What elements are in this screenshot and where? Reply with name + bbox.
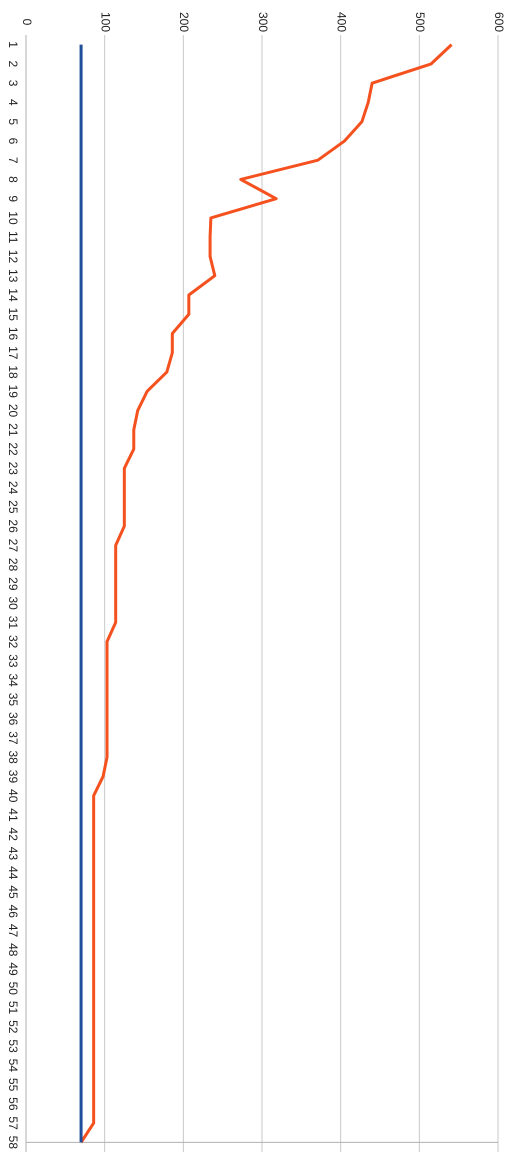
x-tick-label: 10 — [6, 211, 20, 225]
x-tick-label: 33 — [6, 654, 20, 668]
x-tick-label: 40 — [6, 789, 20, 803]
x-tick-label: 12 — [6, 250, 20, 264]
x-tick-label: 9 — [6, 195, 20, 202]
x-tick-label: 44 — [6, 866, 20, 880]
x-tick-label: 47 — [6, 924, 20, 938]
x-tick-label: 20 — [6, 404, 20, 418]
y-tick-label: 600 — [492, 12, 506, 32]
y-tick-label: 300 — [256, 12, 270, 32]
x-tick-label: 16 — [6, 327, 20, 341]
x-tick-label: 54 — [6, 1059, 20, 1073]
y-tick-label: 0 — [20, 19, 34, 26]
x-tick-label: 43 — [6, 847, 20, 861]
x-tick-label: 41 — [6, 808, 20, 822]
x-tick-label: 8 — [6, 176, 20, 183]
x-tick-label: 30 — [6, 596, 20, 610]
x-tick-label: 15 — [6, 308, 20, 322]
x-tick-label: 4 — [6, 99, 20, 106]
x-tick-label: 31 — [6, 616, 20, 630]
x-tick-label: 35 — [6, 693, 20, 707]
x-tick-label: 26 — [6, 519, 20, 533]
y-tick-label: 200 — [177, 12, 191, 32]
y-tick-label: 400 — [334, 12, 348, 32]
x-tick-label: 50 — [6, 982, 20, 996]
x-tick-label: 29 — [6, 577, 20, 591]
x-tick-label: 46 — [6, 905, 20, 919]
x-tick-label: 34 — [6, 673, 20, 687]
x-tick-label: 1 — [6, 41, 20, 48]
x-tick-label: 52 — [6, 1020, 20, 1034]
x-tick-label: 45 — [6, 885, 20, 899]
x-tick-label: 56 — [6, 1097, 20, 1111]
x-tick-label: 22 — [6, 442, 20, 456]
x-tick-label: 48 — [6, 943, 20, 957]
x-tick-label: 58 — [6, 1136, 20, 1150]
x-tick-label: 11 — [6, 231, 20, 244]
x-tick-label: 23 — [6, 462, 20, 476]
x-tick-label: 21 — [6, 423, 20, 437]
y-tick-label: 500 — [413, 12, 427, 32]
x-tick-label: 3 — [6, 80, 20, 87]
x-tick-label: 53 — [6, 1039, 20, 1053]
x-tick-label: 6 — [6, 138, 20, 145]
x-tick-label: 19 — [6, 385, 20, 399]
x-tick-label: 2 — [6, 61, 20, 68]
series-line — [79, 43, 453, 1144]
x-tick-label: 28 — [6, 558, 20, 572]
x-tick-label: 14 — [6, 288, 20, 302]
x-tick-label: 42 — [6, 828, 20, 842]
x-tick-label: 51 — [6, 1001, 20, 1015]
x-tick-label: 27 — [6, 539, 20, 553]
x-tick-label: 7 — [6, 157, 20, 164]
x-tick-label: 49 — [6, 962, 20, 976]
x-tick-label: 39 — [6, 770, 20, 784]
x-tick-label: 55 — [6, 1078, 20, 1092]
x-tick-label: 18 — [6, 365, 20, 379]
x-tick-label: 17 — [6, 346, 20, 360]
x-tick-label: 36 — [6, 712, 20, 726]
y-tick-label: 100 — [98, 12, 112, 32]
x-tick-label: 5 — [6, 118, 20, 125]
x-tick-label: 57 — [6, 1116, 20, 1130]
x-tick-label: 25 — [6, 500, 20, 514]
x-tick-label: 37 — [6, 731, 20, 745]
x-tick-label: 32 — [6, 635, 20, 649]
x-tick-label: 24 — [6, 481, 20, 495]
x-tick-label: 13 — [6, 269, 20, 283]
x-tick-label: 38 — [6, 751, 20, 765]
